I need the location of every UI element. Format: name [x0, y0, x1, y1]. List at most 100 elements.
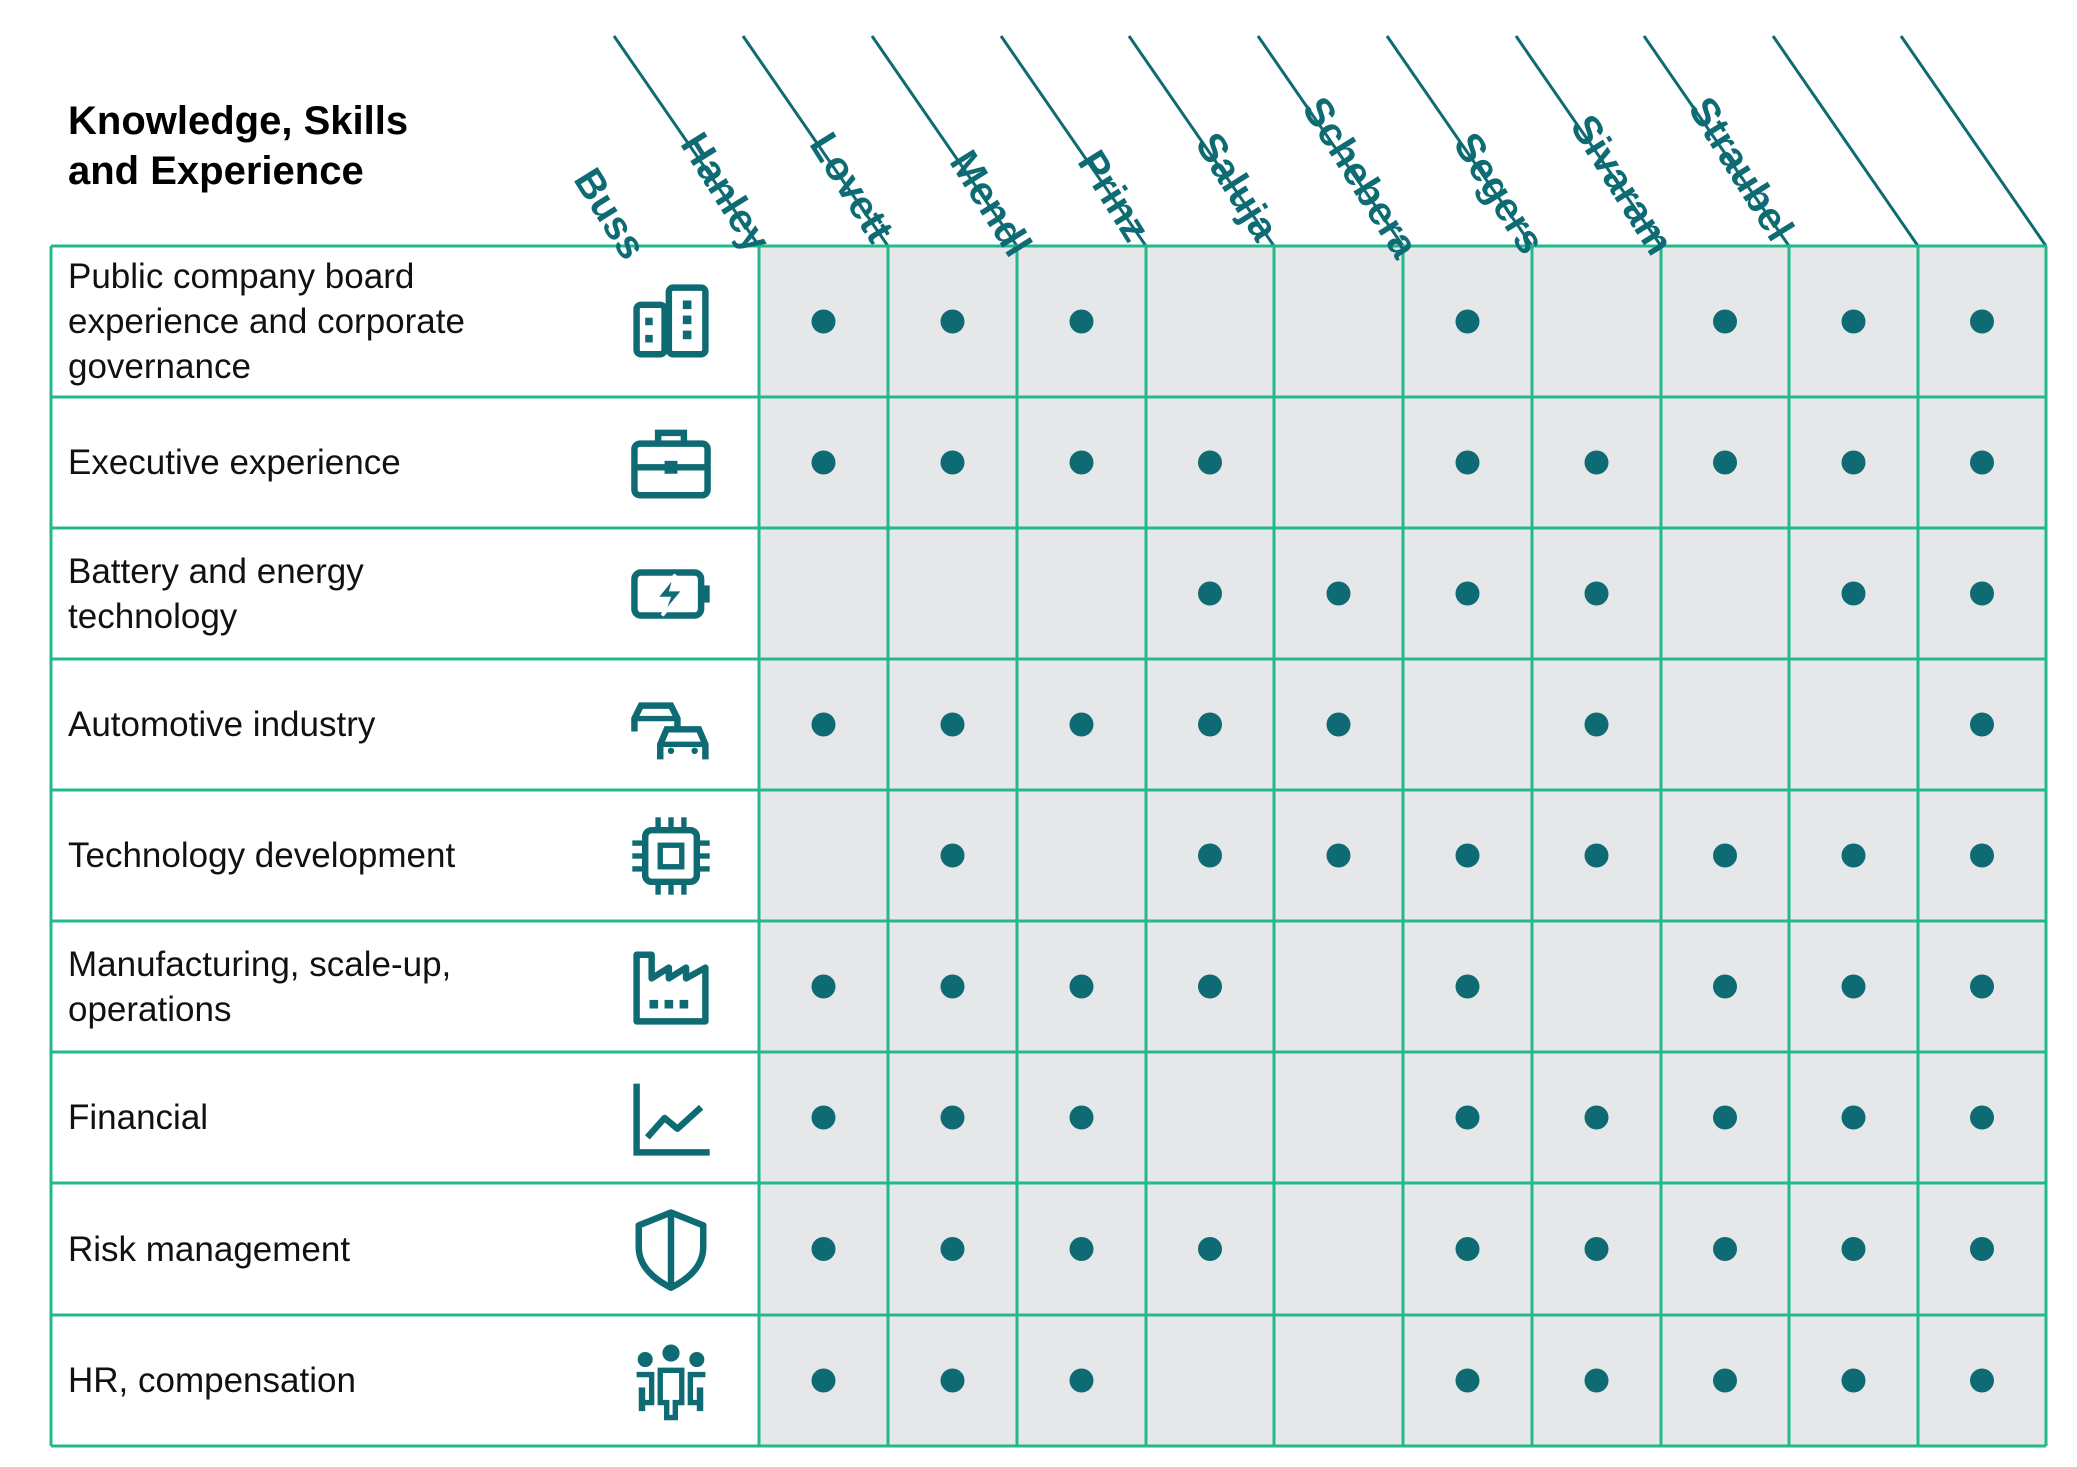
skill-dot — [1713, 450, 1737, 475]
skill-dot — [811, 450, 836, 475]
header-divider-line — [1256, 35, 1405, 247]
skill-dot — [1455, 843, 1480, 868]
line-chart-icon — [628, 1075, 714, 1161]
skill-dot — [811, 974, 836, 999]
header-divider-line — [741, 35, 890, 247]
skill-dot — [1841, 1237, 1866, 1261]
skill-dot — [811, 309, 836, 334]
skill-dot — [1970, 581, 1994, 606]
skill-dot — [1455, 1105, 1480, 1130]
skill-dot — [1584, 450, 1609, 475]
skill-dot — [1198, 581, 1222, 606]
skill-label-line: Public company board — [68, 257, 415, 296]
header-divider-line — [999, 35, 1148, 247]
skill-label: Executive experience — [68, 397, 588, 528]
skill-dot — [1455, 974, 1480, 999]
skill-label-line: operations — [68, 989, 232, 1029]
skill-label: Battery and energy technology — [68, 528, 588, 659]
skill-label-line: experience and corporate — [68, 302, 465, 341]
battery-icon — [628, 551, 714, 637]
skill-dot — [940, 1105, 965, 1130]
skill-dot — [940, 1368, 965, 1393]
skill-dot — [1713, 843, 1737, 868]
header-divider-line — [612, 35, 761, 247]
skill-dot — [1841, 1105, 1866, 1130]
skill-dot — [1584, 1105, 1609, 1130]
title-line-1: Knowledge, Skills — [68, 99, 409, 143]
skill-label: Risk management — [68, 1183, 588, 1315]
skill-label-line: Automotive industry — [68, 705, 376, 744]
skill-label-line: Financial — [68, 1098, 209, 1137]
skill-label: HR, compensation — [68, 1315, 588, 1446]
building-icon — [628, 279, 714, 365]
skill-dot — [1713, 974, 1737, 999]
skill-dot — [1455, 581, 1480, 606]
skill-dot — [1326, 843, 1351, 868]
skill-dot — [1584, 712, 1609, 737]
skill-dot — [1069, 450, 1094, 475]
cars-icon — [628, 682, 714, 768]
header-divider-line — [1514, 35, 1663, 247]
skill-dot — [1970, 309, 1994, 334]
skill-dot — [1970, 1105, 1994, 1130]
skill-dot — [1841, 450, 1866, 475]
skill-dot — [1069, 712, 1094, 737]
skill-dot — [811, 1105, 836, 1130]
skill-label-line: technology — [68, 596, 238, 636]
table-title: Knowledge, Skills and Experience — [68, 96, 408, 196]
skill-label: Manufacturing, scale-up, operations — [68, 921, 588, 1052]
skill-label-line: Risk management — [68, 1229, 351, 1269]
skill-dot — [940, 450, 965, 475]
skill-label: Automotive industry — [68, 659, 588, 790]
skill-label-line: Battery and energy — [68, 551, 364, 591]
skill-label-line: HR, compensation — [68, 1361, 356, 1400]
skill-dot — [1198, 843, 1222, 868]
skill-dot — [1713, 1105, 1737, 1130]
skill-dot — [1970, 974, 1994, 999]
skill-dot — [940, 1237, 965, 1261]
chip-icon — [628, 813, 714, 899]
skill-dot — [1713, 309, 1737, 334]
header-divider-line — [870, 35, 1019, 247]
skill-dot — [1455, 309, 1480, 334]
skill-dot — [1455, 1237, 1480, 1261]
skill-dot — [1069, 1237, 1094, 1261]
skill-label-line: governance — [68, 347, 251, 386]
skill-dot — [1970, 712, 1994, 737]
skill-dot — [1970, 1237, 1994, 1261]
factory-icon — [628, 944, 714, 1030]
skill-dot — [940, 712, 965, 737]
skill-dot — [1455, 1368, 1480, 1393]
skill-dot — [1713, 1237, 1737, 1261]
skill-dot — [1198, 1237, 1222, 1261]
skill-dot — [1970, 450, 1994, 475]
skill-dot — [1198, 450, 1222, 475]
skill-dot — [1584, 1368, 1609, 1393]
briefcase-icon — [628, 420, 714, 506]
skill-dot — [1198, 974, 1222, 999]
skill-dot — [1841, 843, 1866, 868]
header-divider-line — [1385, 35, 1534, 247]
skill-label: Public company board experience and corpo… — [68, 246, 588, 397]
skill-dot — [1970, 843, 1994, 868]
shield-icon — [628, 1206, 714, 1292]
skill-label-line: Executive experience — [68, 443, 401, 482]
skill-dot — [1584, 581, 1609, 606]
people-icon — [628, 1338, 714, 1424]
header-divider-line — [1642, 35, 1791, 247]
skill-dot — [811, 1237, 836, 1261]
skill-dot — [1841, 974, 1866, 999]
skill-dot — [1326, 581, 1351, 606]
title-line-2: and Experience — [68, 149, 364, 193]
header-divider-line — [1899, 35, 2048, 247]
skill-dot — [1841, 1368, 1866, 1393]
skill-dot — [1584, 1237, 1609, 1261]
skill-dot — [940, 843, 965, 868]
skill-label-line: Manufacturing, scale-up, — [68, 944, 452, 984]
skill-dot — [1326, 712, 1351, 737]
skill-dot — [1713, 1368, 1737, 1393]
skill-dot — [1841, 309, 1866, 334]
skill-dot — [940, 309, 965, 334]
skill-dot — [811, 1368, 836, 1393]
